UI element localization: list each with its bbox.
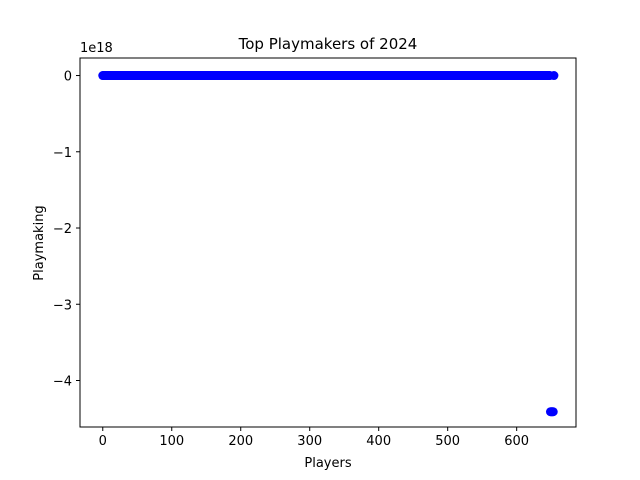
outlier-data-point: [548, 407, 558, 417]
x-tick-label: 200: [228, 434, 253, 449]
y-tick-label: −3: [53, 298, 72, 313]
y-tick-label: −2: [53, 222, 72, 237]
y-tick-label: 0: [64, 70, 72, 85]
x-tick-label: 300: [297, 434, 322, 449]
y-tick-label: −4: [53, 374, 72, 389]
points-layer: [98, 71, 559, 417]
x-tick-label: 600: [504, 434, 529, 449]
chart-title: Top Playmakers of 2024: [238, 35, 418, 53]
y-tick-label: −1: [53, 146, 72, 161]
y-axis-offset-text: 1e18: [80, 41, 113, 56]
plot-frame: [79, 57, 577, 428]
x-axis-ticks: 0 100 200 300 400 500 600: [99, 427, 529, 449]
x-tick-label: 400: [366, 434, 391, 449]
y-axis-ticks: 0 −1 −2 −3 −4: [53, 70, 80, 389]
x-tick-label: 0: [99, 434, 107, 449]
x-axis-label: Players: [304, 456, 351, 471]
data-point: [549, 71, 559, 81]
x-tick-label: 500: [435, 434, 460, 449]
x-tick-label: 100: [159, 434, 184, 449]
y-axis-label: Playmaking: [32, 205, 47, 280]
